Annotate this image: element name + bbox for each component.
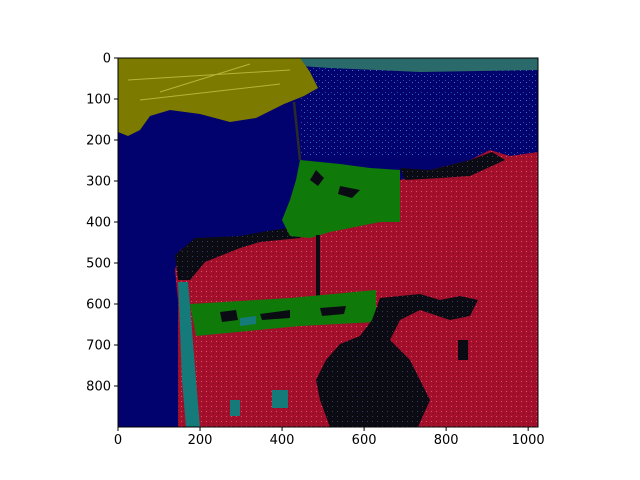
y-tick-label: 100 (86, 93, 111, 108)
north-land-texture (127, 63, 291, 101)
y-tick-label: 200 (86, 134, 111, 149)
plot-frame (117, 57, 539, 428)
x-tick-label: 0 (114, 433, 122, 448)
bay-water (300, 58, 538, 158)
park-lakes (220, 306, 346, 322)
bridge (292, 101, 302, 161)
park-pond (240, 316, 256, 326)
y-tick-label: 500 (86, 257, 111, 272)
x-tick-label: 400 (270, 433, 295, 448)
lake-merced (272, 390, 288, 408)
map-image (118, 58, 538, 427)
x-tick-label: 1000 (512, 433, 545, 448)
dark-patch (458, 340, 468, 360)
y-axis: 0 100 200 300 400 500 600 700 800 (86, 52, 118, 395)
dark-shoreline-north (175, 222, 320, 280)
ocean-beach (178, 282, 200, 427)
y-tick-label: 800 (86, 380, 111, 395)
x-tick-label: 600 (352, 433, 377, 448)
x-axis: 0 200 400 600 800 1000 (114, 427, 545, 448)
x-tick-label: 200 (188, 433, 213, 448)
dark-shoreline-east (400, 152, 505, 180)
x-tick-label: 800 (434, 433, 459, 448)
y-tick-label: 600 (86, 298, 111, 313)
vertical-road (316, 235, 320, 297)
y-tick-label: 400 (86, 216, 111, 231)
small-lake (230, 400, 240, 416)
twin-peaks-dark (316, 294, 478, 427)
y-tick-label: 0 (103, 52, 111, 67)
y-tick-label: 700 (86, 339, 111, 354)
presidio-gaps (310, 170, 360, 198)
north-shore-strip (300, 58, 538, 72)
y-tick-label: 300 (86, 175, 111, 190)
urban-area (175, 150, 538, 427)
